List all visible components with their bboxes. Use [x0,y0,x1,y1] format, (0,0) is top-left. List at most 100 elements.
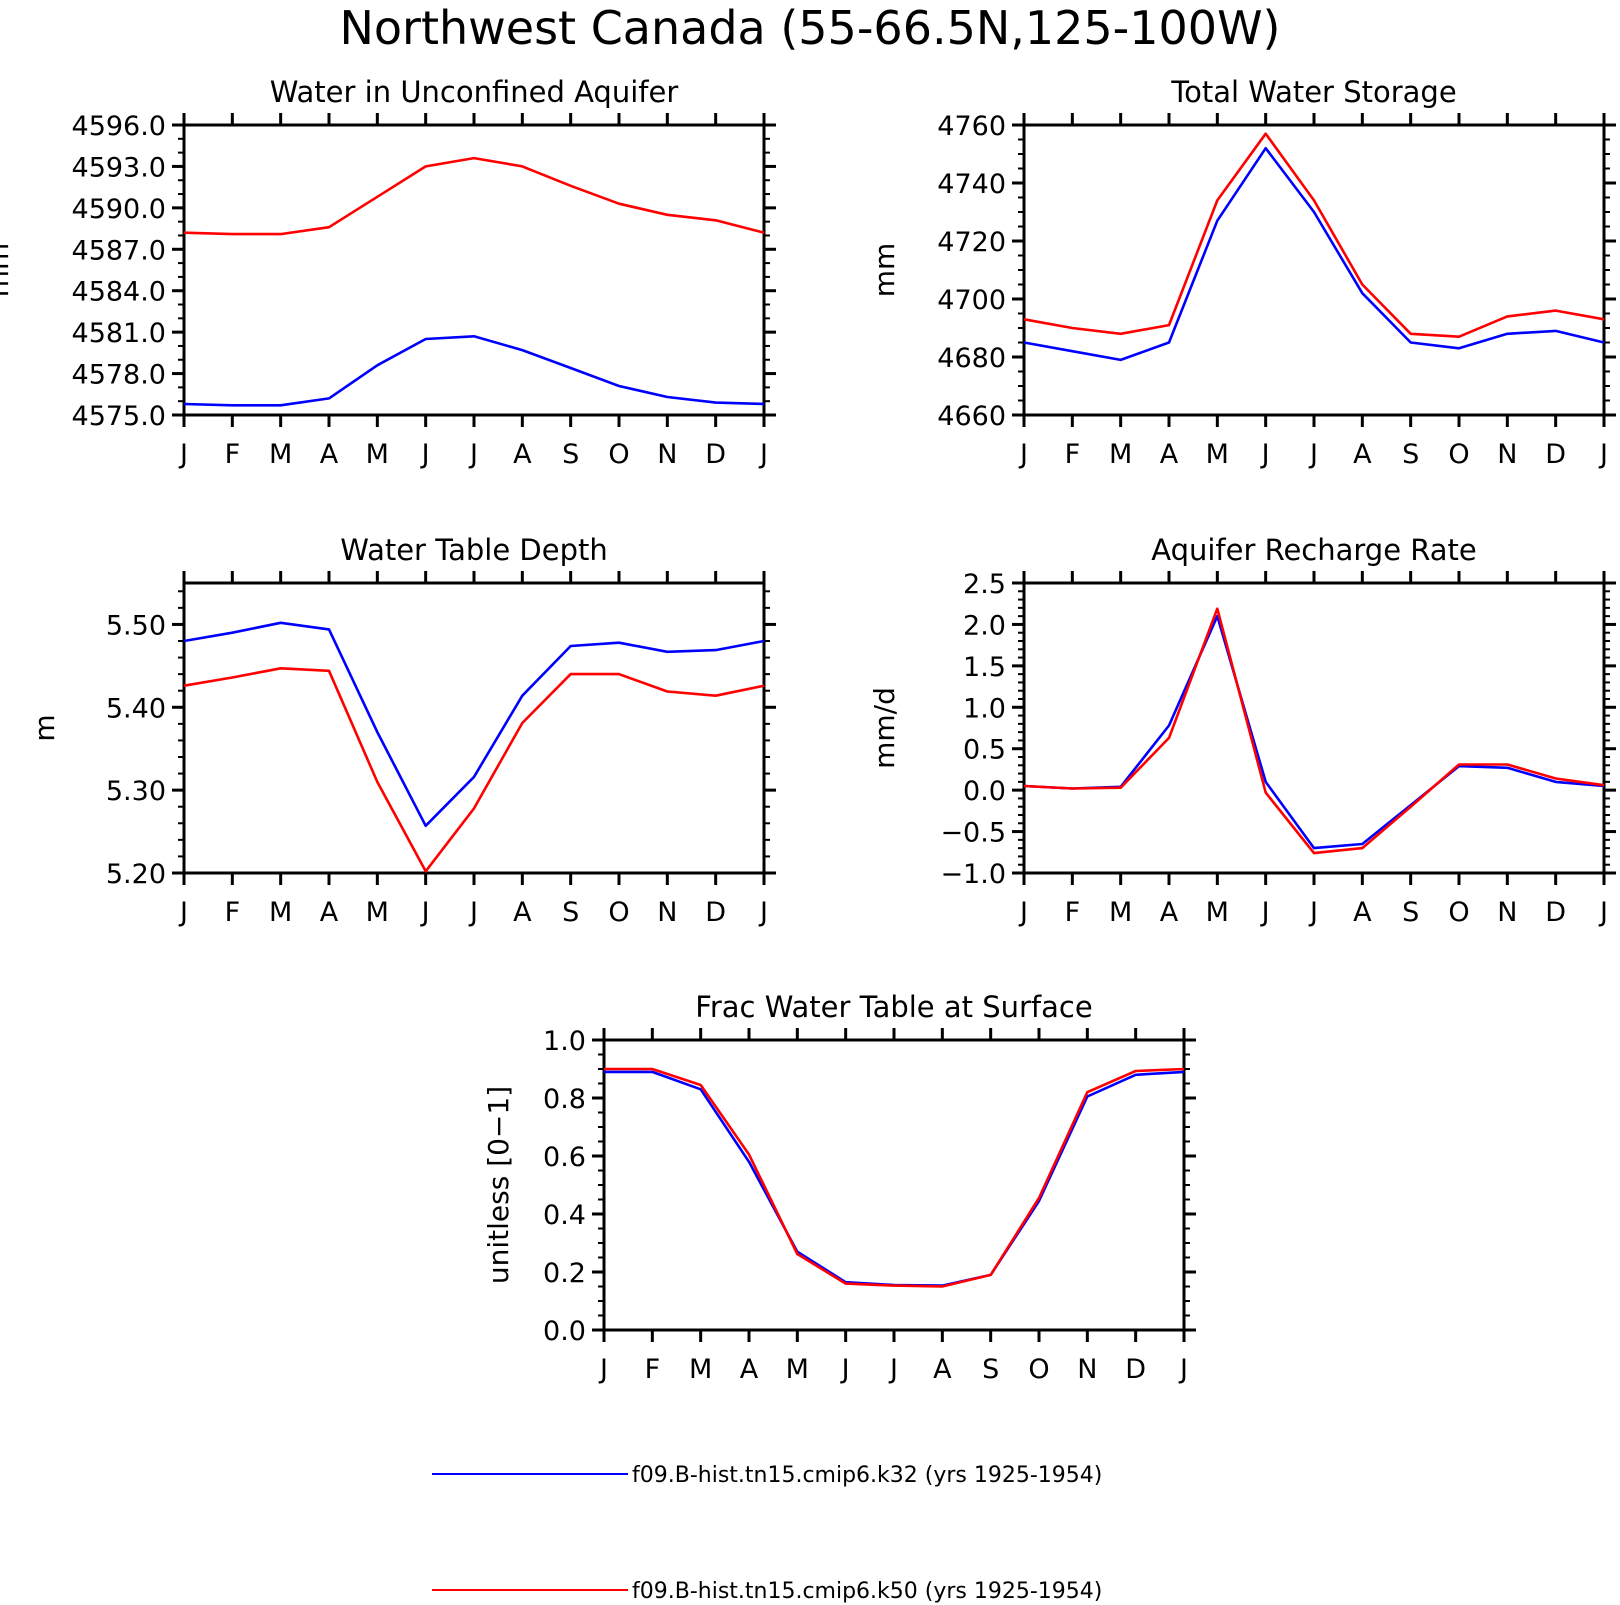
x-tick-label: M [786,1354,809,1385]
panel-title: Water in Unconfined Aquifer [270,75,679,109]
x-tick-label: A [513,439,532,470]
y-tick-label: 1.0 [543,1026,586,1057]
x-tick-label: F [225,439,241,470]
x-tick-label: O [1448,439,1469,470]
x-tick-label: S [562,897,579,928]
y-axis-label: unitless [0−1] [482,1086,515,1284]
x-tick-label: J [1308,439,1318,470]
x-tick-label: D [1545,439,1566,470]
x-tick-label: M [269,897,292,928]
x-tick-label: J [468,439,478,470]
x-tick-label: F [225,897,241,928]
y-tick-label: 0.4 [543,1200,586,1231]
x-tick-label: A [513,897,532,928]
y-tick-label: 1.0 [963,693,1006,724]
x-tick-label: J [1178,1354,1188,1385]
y-tick-label: 0.8 [543,1084,586,1115]
x-tick-label: O [608,439,629,470]
x-tick-label: D [705,897,726,928]
y-tick-label: 5.30 [106,776,166,807]
x-tick-label: A [1353,439,1372,470]
y-axis-label: mm [868,243,901,298]
y-axis-label: mm [0,243,15,298]
x-tick-label: M [1206,897,1229,928]
series-line-2 [183,666,765,873]
x-tick-label: J [178,439,188,470]
y-tick-label: 4584.0 [72,277,166,308]
y-tick-label: 1.5 [963,652,1006,683]
legend-entry: f09.B-hist.tn15.cmip6.k32 (yrs 1925-1954… [432,1463,1102,1488]
x-tick-label: J [598,1354,608,1385]
y-tick-label: 2.5 [963,569,1006,600]
x-tick-label: F [645,1354,661,1385]
plot-frame [182,581,766,875]
y-tick-label: 0.6 [543,1142,586,1173]
y-tick-label: 5.20 [106,859,166,890]
legend-entry: f09.B-hist.tn15.cmip6.k50 (yrs 1925-1954… [432,1579,1102,1604]
x-tick-label: M [269,439,292,470]
x-tick-label: J [758,439,768,470]
x-tick-label: S [982,1354,999,1385]
x-tick-label: M [1206,439,1229,470]
y-tick-label: 2.0 [963,610,1006,641]
y-tick-label: 4680 [937,343,1006,374]
x-tick-label: J [420,897,430,928]
y-tick-label: 4660 [937,401,1006,432]
legend: f09.B-hist.tn15.cmip6.k32 (yrs 1925-1954… [432,1463,1102,1604]
x-tick-label: N [1077,1354,1097,1385]
x-tick-label: M [1109,439,1132,470]
y-tick-label: 4596.0 [72,111,166,142]
y-axis-label: mm/d [868,687,901,769]
series-line-1 [1023,146,1605,362]
x-tick-label: A [320,897,339,928]
panel-title: Frac Water Table at Surface [695,990,1092,1024]
plot-frame [1022,581,1606,875]
x-tick-label: D [705,439,726,470]
x-tick-label: M [366,897,389,928]
x-tick-label: N [657,439,677,470]
figure-title: Northwest Canada (55-66.5N,125-100W) [339,1,1280,55]
y-tick-label: −1.0 [940,859,1006,890]
x-tick-label: J [420,439,430,470]
x-tick-label: N [1497,439,1517,470]
series-line-2 [1023,607,1605,855]
panel-title: Total Water Storage [1170,75,1456,109]
x-tick-label: J [178,897,188,928]
x-tick-label: S [1402,439,1419,470]
y-tick-label: 0.0 [963,776,1006,807]
x-tick-label: M [366,439,389,470]
x-tick-label: S [1402,897,1419,928]
x-tick-label: N [657,897,677,928]
x-tick-label: O [1028,1354,1049,1385]
x-tick-label: J [1308,897,1318,928]
x-tick-label: S [562,439,579,470]
plot-frame [1022,123,1606,417]
x-tick-label: M [1109,897,1132,928]
x-tick-label: A [1160,439,1179,470]
x-tick-label: J [888,1354,898,1385]
x-tick-label: J [840,1354,850,1385]
legend-label: f09.B-hist.tn15.cmip6.k50 (yrs 1925-1954… [632,1579,1102,1604]
x-tick-label: J [1260,897,1270,928]
x-tick-label: J [1598,439,1608,470]
y-tick-label: 5.40 [106,693,166,724]
series-line-1 [183,334,765,407]
y-tick-label: 4760 [937,111,1006,142]
y-tick-label: 4700 [937,285,1006,316]
x-tick-label: N [1497,897,1517,928]
x-tick-label: J [468,897,478,928]
x-tick-label: D [1545,897,1566,928]
series-line-1 [604,1070,1185,1287]
y-tick-label: 0.2 [543,1258,586,1289]
x-tick-label: A [1160,897,1179,928]
y-tick-label: 4590.0 [72,194,166,225]
y-tick-label: 0.0 [543,1316,586,1347]
panel-title: Water Table Depth [340,533,608,567]
y-tick-label: 4575.0 [72,401,166,432]
series-line-2 [1023,132,1605,339]
x-tick-label: J [758,897,768,928]
